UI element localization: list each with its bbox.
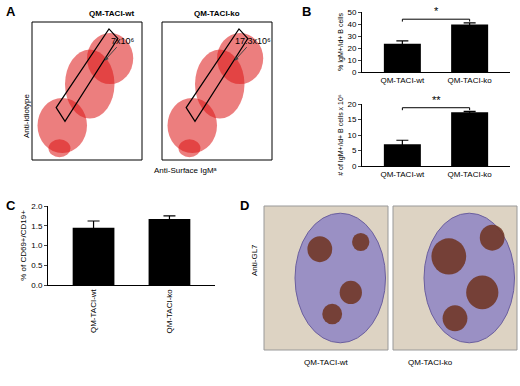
svg-text:Anti-Surface IgMᵃ: Anti-Surface IgMᵃ (154, 166, 218, 175)
svg-text:QM-TACI-ko: QM-TACI-ko (165, 289, 174, 334)
svg-text:20: 20 (347, 44, 356, 53)
svg-text:*: * (434, 5, 439, 17)
svg-text:10: 10 (347, 56, 356, 65)
svg-text:Anti-idiotype: Anti-idiotype (22, 93, 31, 138)
svg-text:1.5: 1.5 (31, 222, 43, 231)
svg-text:2.0: 2.0 (31, 202, 43, 211)
svg-text:1.0: 1.0 (31, 241, 43, 250)
svg-text:QM-TACI-wt: QM-TACI-wt (89, 9, 135, 18)
svg-text:% IgM+/id+ B cells: % IgM+/id+ B cells (337, 13, 345, 71)
svg-text:0: 0 (352, 162, 357, 171)
svg-text:30: 30 (347, 32, 356, 41)
svg-text:5: 5 (352, 146, 357, 155)
svg-text:C: C (6, 198, 16, 213)
svg-text:QM-TACI-ko: QM-TACI-ko (447, 170, 492, 179)
svg-text:QM-TACI-wt: QM-TACI-wt (304, 358, 349, 367)
svg-text:% of CD69+/CD19+: % of CD69+/CD19+ (19, 210, 28, 281)
svg-text:0: 0 (352, 68, 357, 77)
svg-text:QM-TACI-ko: QM-TACI-ko (447, 76, 492, 85)
svg-text:15: 15 (347, 115, 356, 124)
svg-text:QM-TACI-ko: QM-TACI-ko (408, 358, 453, 367)
svg-text:20: 20 (347, 100, 356, 109)
svg-text:A: A (6, 4, 16, 19)
svg-text:0.0: 0.0 (31, 281, 43, 290)
svg-text:# of IgM+/id+ B cells x 10⁶: # of IgM+/id+ B cells x 10⁶ (337, 94, 345, 176)
svg-text:Anti-GL7: Anti-GL7 (250, 244, 259, 276)
svg-text:B: B (302, 4, 311, 19)
svg-text:10: 10 (347, 131, 356, 140)
svg-text:**: ** (432, 94, 441, 106)
svg-text:0.5: 0.5 (31, 261, 43, 270)
svg-text:D: D (240, 198, 249, 213)
svg-text:QM-TACI-wt: QM-TACI-wt (380, 76, 425, 85)
svg-text:40: 40 (347, 20, 356, 29)
svg-text:QM-TACI-wt: QM-TACI-wt (89, 288, 98, 333)
svg-text:QM-TACI-ko: QM-TACI-ko (194, 9, 240, 18)
svg-text:17.3x10⁶: 17.3x10⁶ (235, 36, 271, 46)
svg-text:QM-TACI-wt: QM-TACI-wt (380, 170, 425, 179)
svg-text:7x10⁶: 7x10⁶ (111, 36, 135, 46)
svg-text:50: 50 (347, 8, 356, 17)
